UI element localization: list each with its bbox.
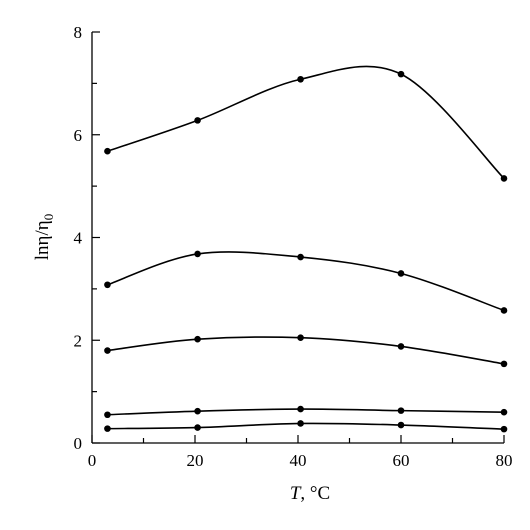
data-point	[397, 270, 405, 277]
y-tick-label: 8	[74, 23, 83, 42]
series-4	[104, 405, 508, 419]
data-point	[297, 253, 304, 261]
x-tick-label: 80	[496, 451, 513, 470]
y-tick-label: 4	[74, 229, 83, 248]
series-line	[107, 422, 505, 430]
series-line	[107, 251, 505, 312]
data-point	[104, 425, 111, 432]
data-point	[397, 407, 405, 414]
y-axis-label: lnη/η0	[32, 214, 56, 260]
y-tick-label: 0	[74, 434, 83, 453]
data-point	[500, 360, 508, 368]
data-point	[104, 147, 111, 155]
series-5	[104, 420, 508, 433]
series-line	[107, 408, 505, 416]
data-point	[297, 334, 304, 341]
data-point	[104, 347, 111, 354]
series-1	[104, 65, 508, 182]
data-point	[104, 411, 111, 419]
data-point	[297, 405, 304, 413]
data-point	[500, 307, 508, 314]
data-point	[194, 424, 201, 431]
data-point	[194, 407, 201, 415]
y-tick-label: 2	[74, 331, 83, 350]
data-point	[194, 117, 201, 124]
data-point	[297, 420, 304, 427]
data-point	[397, 70, 405, 78]
data-point	[500, 175, 508, 182]
data-point	[194, 335, 201, 343]
x-tick-label: 40	[290, 451, 307, 470]
series-layer	[104, 65, 508, 433]
series-line	[107, 336, 505, 365]
series-line	[107, 65, 505, 179]
data-point	[194, 250, 201, 258]
data-point	[297, 75, 304, 83]
data-point	[397, 343, 405, 350]
series-3	[104, 334, 508, 368]
data-point	[500, 408, 508, 416]
series-2	[104, 250, 508, 314]
x-axis-label: T, °C	[290, 483, 330, 504]
data-point	[397, 421, 405, 429]
x-tick-label: 60	[393, 451, 410, 470]
x-tick-label: 0	[88, 451, 97, 470]
data-point	[500, 425, 508, 433]
data-point	[104, 281, 111, 289]
axes: 0 20 40 60 80 0 2 4 6 8	[74, 23, 513, 470]
x-tick-label: 20	[187, 451, 204, 470]
y-tick-label: 6	[74, 126, 83, 145]
